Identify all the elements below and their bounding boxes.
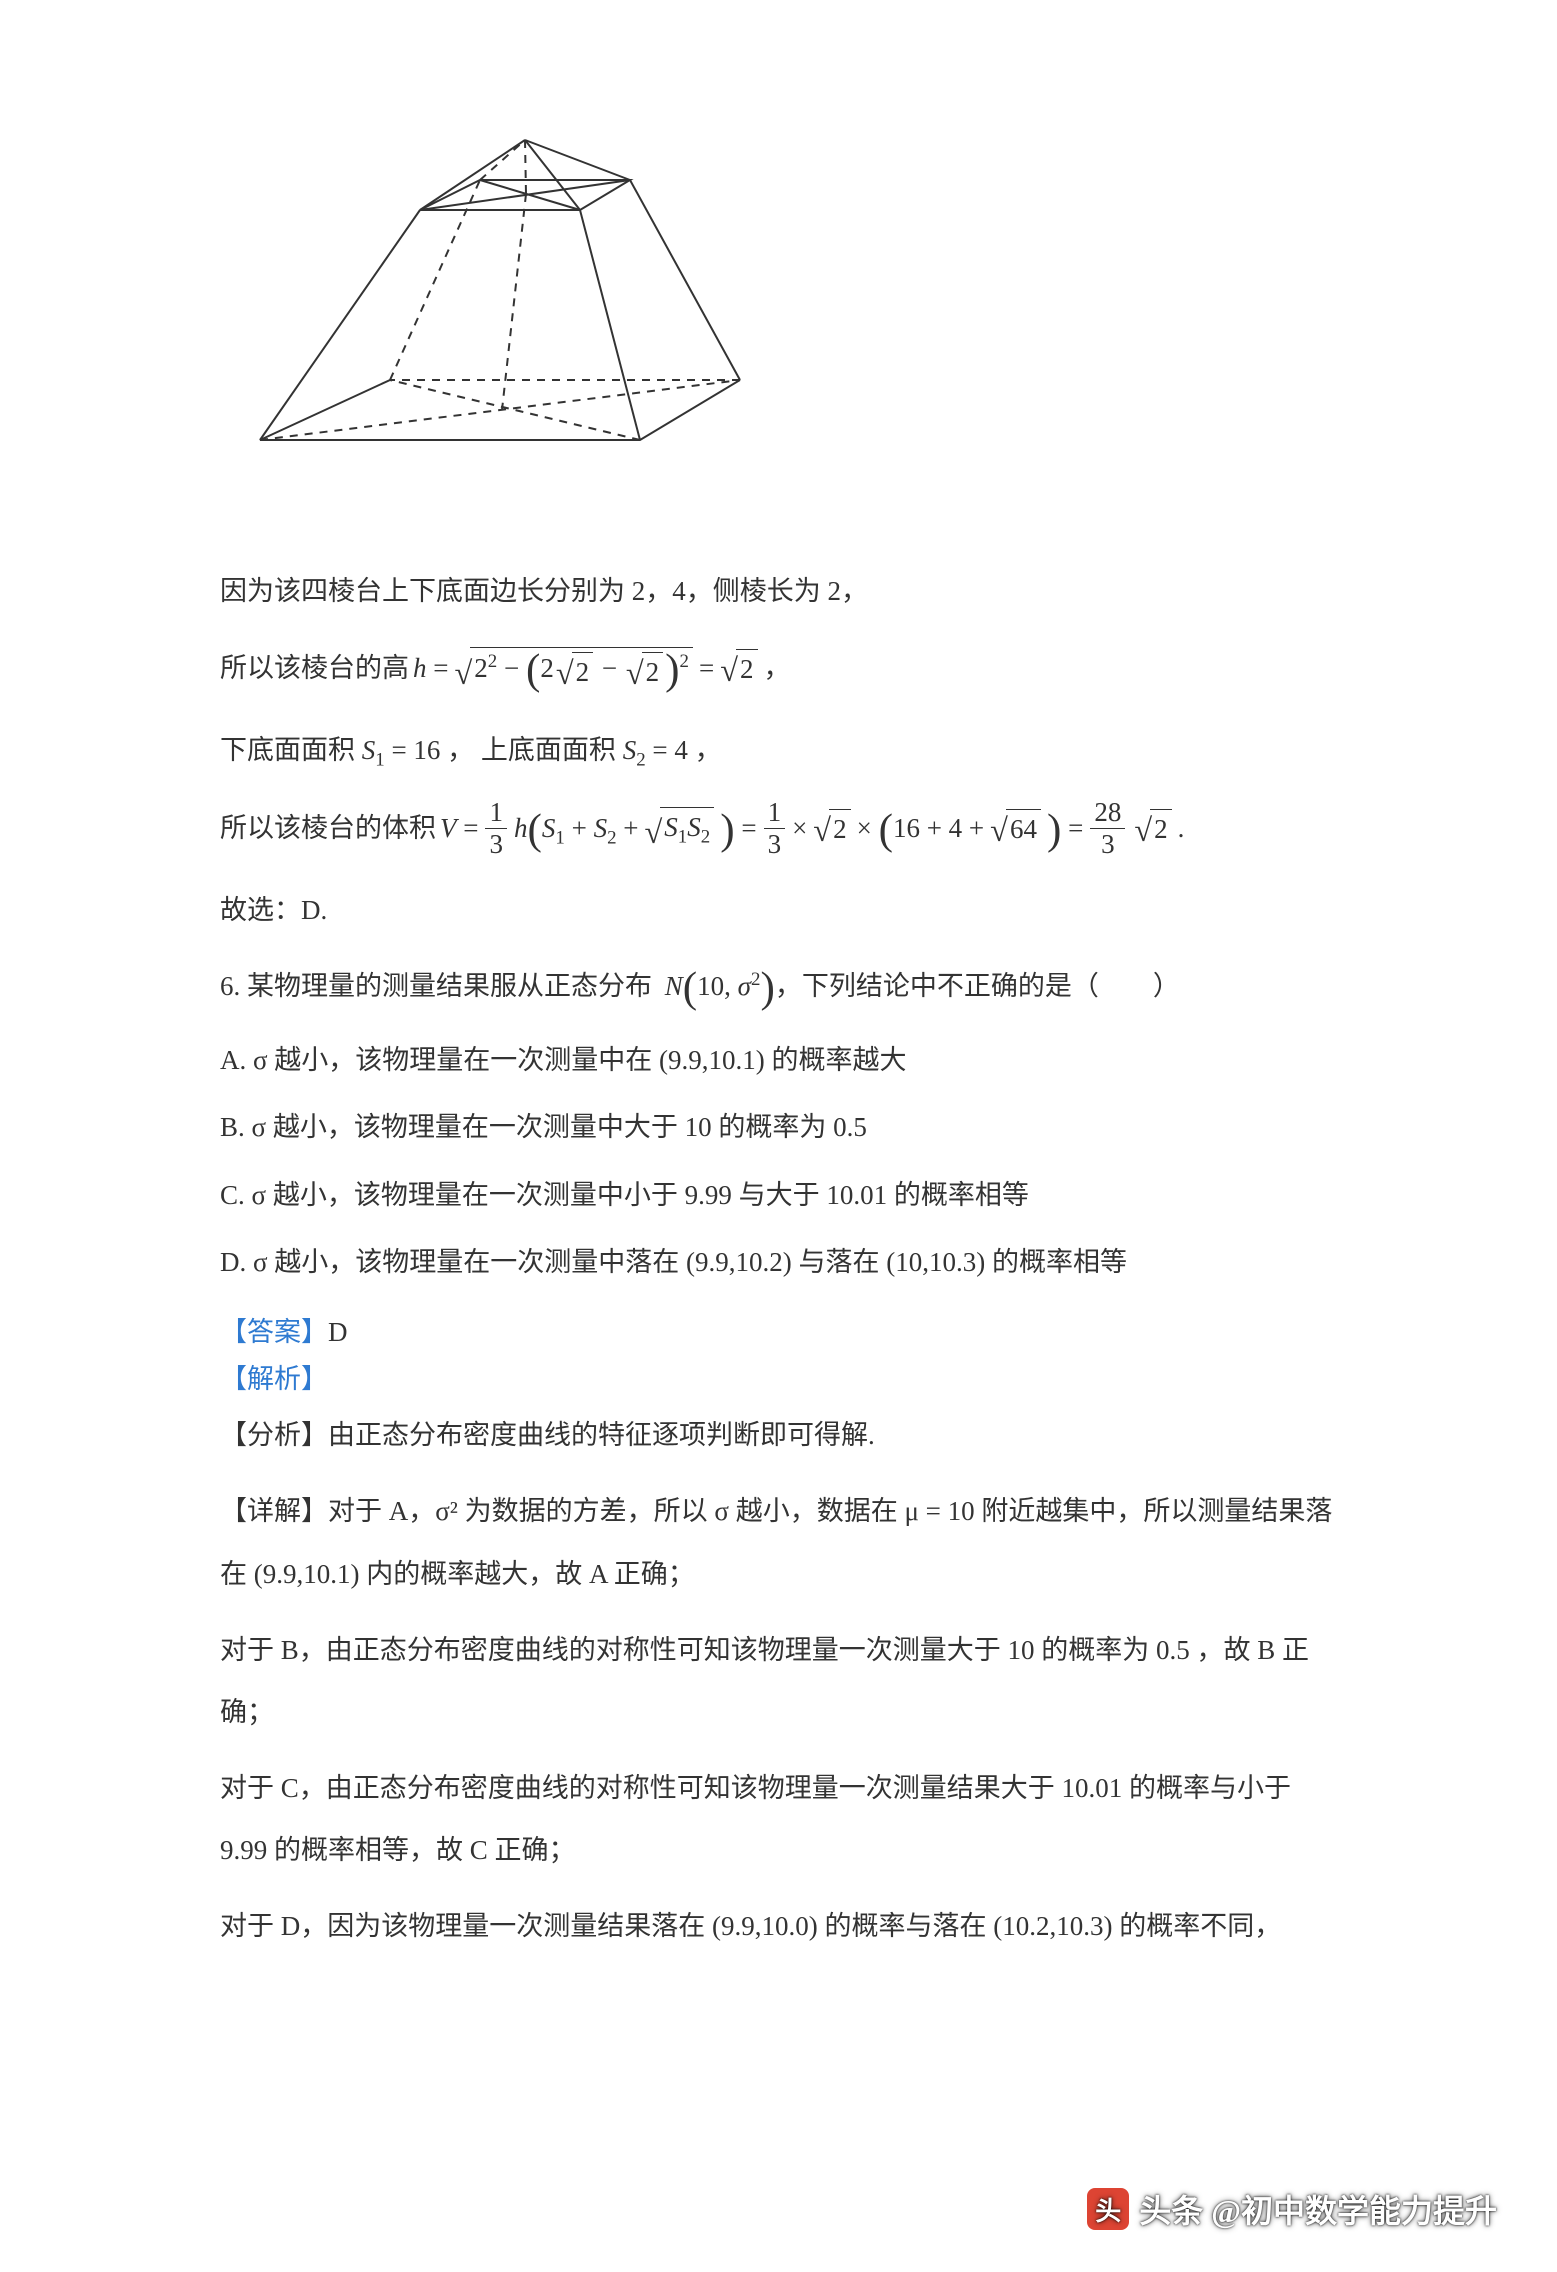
q6-fenxi: 【分析】由正态分布密度曲线的特征逐项判断即可得解.	[220, 1404, 1337, 1466]
sol5-height-line: 所以该棱台的高 h = √ 22 − (2√2 − √2)2 = √2 ，	[220, 636, 1337, 701]
vol-mid4: × (16 + 4 +	[857, 796, 985, 861]
height-var: h =	[413, 636, 448, 701]
q6-answer-line: 【答案】D	[220, 1310, 1337, 1349]
comma1: ，	[764, 636, 791, 701]
q6-stem-prefix: 6. 某物理量的测量结果服从正态分布	[220, 971, 659, 1001]
q6-stem: 6. 某物理量的测量结果服从正态分布 N(10, σ2)，下列结论中不正确的是（…	[220, 955, 1337, 1017]
frac-1-3a: 13	[485, 799, 507, 858]
vol-period: .	[1178, 796, 1185, 861]
frustum-figure	[220, 120, 1337, 520]
height-result: √2	[720, 649, 757, 687]
sol5-line1: 因为该四棱台上下底面边长分别为 2，4，侧棱长为 2，	[220, 560, 1337, 622]
q6-opt-d: D. σ 越小，该物理量在一次测量中落在 (9.9,10.2) 与落在 (10,…	[220, 1233, 1337, 1292]
frustum-svg	[220, 120, 780, 520]
watermark-logo-icon: 头	[1087, 2188, 1129, 2230]
sol5-line3: 下底面面积 S1 = 16 ， 上底面面积 S2 = 4 ，	[220, 719, 1337, 782]
eq1: =	[699, 636, 714, 701]
sqrt64: √64	[990, 809, 1041, 847]
vol-mid2: ) =	[720, 796, 756, 861]
sqrt2: √2	[813, 809, 850, 847]
vol-var: V =	[440, 796, 478, 861]
vol-mid1: h(S1 + S2 +	[514, 796, 639, 861]
q6-detail-a: 【详解】对于 A，σ² 为数据的方差，所以 σ 越小，数据在 μ = 10 附近…	[220, 1480, 1337, 1604]
vol-mid3: ×	[792, 796, 807, 861]
watermark: 头 头条 @初中数学能力提升	[1087, 2186, 1497, 2232]
height-prefix: 所以该棱台的高	[220, 636, 409, 701]
document-page: 因为该四棱台上下底面边长分别为 2，4，侧棱长为 2， 所以该棱台的高 h = …	[0, 0, 1557, 2272]
sol5-line5: 故选：D.	[220, 879, 1337, 941]
q6-detail-c: 对于 C，由正态分布密度曲线的对称性可知该物理量一次测量结果大于 10.01 的…	[220, 1757, 1337, 1881]
q6-opt-c: C. σ 越小，该物理量在一次测量中小于 9.99 与大于 10.01 的概率相…	[220, 1166, 1337, 1225]
q6-stem-suffix: ，下列结论中不正确的是（ ）	[775, 971, 1180, 1001]
q6-detail-d: 对于 D，因为该物理量一次测量结果落在 (9.9,10.0) 的概率与落在 (1…	[220, 1895, 1337, 1957]
q6-detail-b: 对于 B，由正态分布密度曲线的对称性可知该物理量一次测量大于 10 的概率为 0…	[220, 1619, 1337, 1743]
height-sqrt: √ 22 − (2√2 − √2)2	[454, 647, 693, 690]
sqrt2b: √2	[1134, 809, 1171, 847]
analysis-label: 【解析】	[220, 1357, 1337, 1396]
answer-value: D	[328, 1317, 348, 1347]
watermark-text: 头条 @初中数学能力提升	[1139, 2186, 1497, 2232]
vol-mid5: ) =	[1047, 796, 1083, 861]
sol5-volume-line: 所以该棱台的体积 V = 13 h(S1 + S2 + √S1S2 ) = 13…	[220, 796, 1337, 861]
q6-opt-a: A. σ 越小，该物理量在一次测量中在 (9.9,10.1) 的概率越大	[220, 1031, 1337, 1090]
vol-prefix: 所以该棱台的体积	[220, 796, 436, 861]
frac-28-3: 283	[1090, 799, 1125, 858]
sqrt-s1s2: √S1S2	[645, 807, 715, 850]
frac-1-3b: 13	[764, 799, 786, 858]
answer-label: 【答案】	[220, 1317, 328, 1347]
q6-opt-b: B. σ 越小，该物理量在一次测量中大于 10 的概率为 0.5	[220, 1098, 1337, 1157]
